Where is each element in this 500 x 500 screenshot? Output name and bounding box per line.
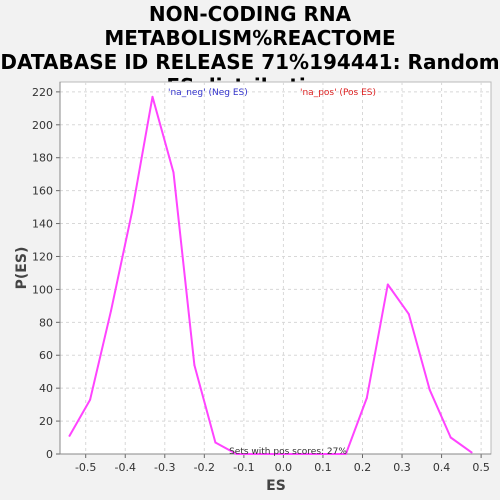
axes: -0.5 -0.4 -0.3 -0.2 -0.1 0.0 0.1 0.2 0.3 0.4 0.5 0 2… [32,82,491,474]
y-tick-label: 60 [39,349,53,362]
es-distribution-point [449,436,452,439]
es-distribution-point [172,171,175,174]
es-distribution-point [344,453,347,455]
x-tick-label: -0.4 [115,461,136,474]
x-tick-label: 0.2 [354,461,372,474]
y-tick-label: 180 [32,152,53,165]
y-tick-label: 40 [39,382,53,395]
es-distribution-point [470,451,473,454]
y-tick-label: 0 [46,448,53,461]
y-tick-label: 160 [32,185,53,198]
es-distribution-point [235,453,238,455]
x-tick-label: -0.1 [233,461,254,474]
y-tick-label: 140 [32,218,53,231]
chart-title: NON-CODING RNA METABOLISM%REACTOME DATAB… [0,2,500,98]
legend-pos: 'na_pos' (Pos ES) [300,88,376,98]
x-tick-label: 0.1 [314,461,332,474]
x-tick-label: 0.4 [433,461,451,474]
y-tick-label: 20 [39,415,53,428]
es-distribution-point [130,211,133,214]
es-distribution-point [110,309,113,312]
es-distribution-point [193,364,196,367]
chart-title-line-1: NON-CODING RNA METABOLISM%REACTOME [104,2,396,50]
x-tick-label: 0.0 [275,461,293,474]
es-distribution-point [386,283,389,286]
es-distribution-point [365,397,368,400]
x-axis-label: ES [266,478,286,494]
es-distribution-point [151,95,154,98]
x-tick-label: -0.5 [75,461,96,474]
es-distribution-point [89,398,92,401]
x-tick-label: 0.5 [472,461,490,474]
chart-title-line-2: DATABASE ID RELEASE 71%194441: Random [0,50,500,74]
es-distribution-line [68,95,473,455]
es-distribution-point [68,434,71,437]
es-distribution-point [214,441,217,444]
series-layer [68,95,473,455]
y-tick-label: 120 [32,250,53,263]
x-tick-label: 0.3 [393,461,411,474]
y-tick-label: 100 [32,283,53,296]
y-tick-label: 80 [39,316,53,329]
x-tick-label: -0.2 [194,461,215,474]
es-distribution-point [407,313,410,316]
y-tick-label: 200 [32,119,53,132]
y-tick-label: 220 [32,86,53,99]
plot-area [59,81,492,455]
pos-scores-annotation: Sets with pos scores: 27% [229,447,347,457]
y-axis-label: P(ES) [14,247,30,290]
es-distribution-point [428,388,431,391]
x-tick-label: -0.3 [154,461,175,474]
legend-neg: 'na_neg' (Neg ES) [168,88,248,98]
